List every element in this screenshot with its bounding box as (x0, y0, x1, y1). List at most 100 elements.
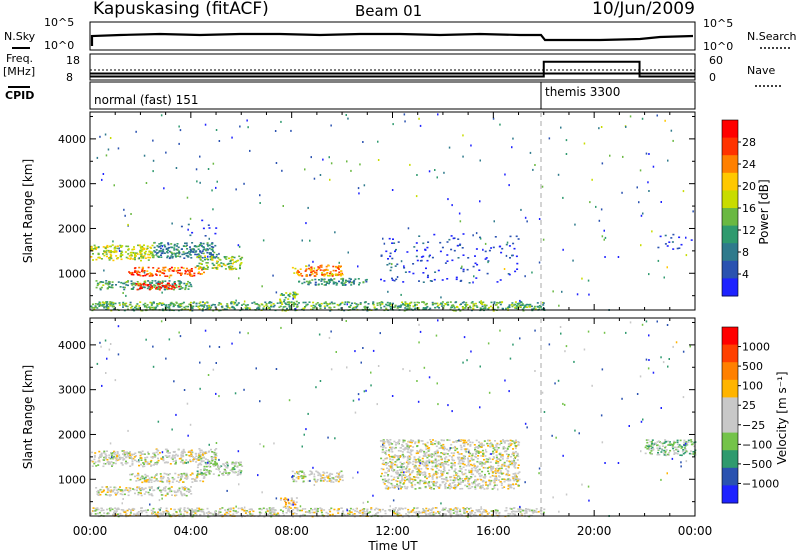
power-cell (151, 280, 154, 282)
velocity-cell (388, 468, 391, 471)
velocity-cell (115, 459, 118, 462)
power-cell (340, 270, 343, 272)
velocity-cell (432, 484, 435, 487)
velocity-cell (491, 468, 494, 470)
power-cell (337, 265, 340, 267)
power-cell (142, 255, 145, 258)
power-cell (235, 304, 238, 307)
velocity-cell (471, 469, 474, 472)
velocity-cell (336, 472, 338, 474)
power-cell (402, 303, 405, 306)
velocity-cell (293, 479, 296, 481)
velocity-cell (330, 481, 333, 483)
velocity-cell (307, 480, 310, 482)
velocity-cell (336, 509, 339, 512)
velocity-cell (142, 465, 144, 468)
velocity-cell (509, 478, 512, 481)
power-cell (140, 287, 143, 289)
power-cell (514, 301, 517, 303)
velocity-cell (291, 498, 293, 501)
velocity-cell (330, 477, 333, 479)
velocity-cell (305, 511, 308, 513)
power-cell (339, 273, 342, 275)
velocity-cell (485, 510, 488, 513)
velocity-cell (429, 439, 432, 441)
velocity-cell (483, 440, 486, 442)
velocity-cell (176, 489, 179, 491)
velocity-cell (511, 453, 514, 455)
velocity-cell (462, 507, 465, 509)
power-scatter-cell (667, 159, 669, 162)
velocity-cell (493, 478, 496, 481)
power-cell (412, 263, 415, 265)
velocity-cell (455, 513, 458, 516)
velocity-cell (155, 474, 158, 476)
velocity-cell (204, 452, 207, 454)
power-scatter-cell (588, 293, 590, 296)
velocity-cell (323, 509, 326, 511)
power-cell (130, 282, 133, 285)
velocity-cell (125, 456, 128, 459)
power-cell (185, 245, 188, 248)
velocity-cell (394, 446, 397, 449)
power-cell (203, 271, 205, 274)
velocity-cell (269, 512, 272, 514)
power-cell (328, 282, 330, 285)
velocity-cell (483, 509, 486, 511)
power-cell (162, 269, 165, 272)
velocity-cell (217, 466, 220, 468)
velocity-cell (509, 507, 512, 510)
velocity-cell (113, 488, 116, 491)
power-cell (337, 273, 340, 276)
velocity-cell (179, 507, 182, 510)
velocity-cell (406, 457, 409, 459)
power-cell (106, 244, 109, 247)
power-scatter-cell (434, 169, 436, 171)
power-scatter-cell (117, 147, 120, 150)
velocity-cell (423, 480, 426, 482)
power-scatter-cell (216, 180, 218, 183)
power-cell (320, 264, 323, 267)
velocity-cell (99, 493, 102, 496)
velocity-cell (220, 465, 223, 467)
velocity-cell (163, 472, 166, 475)
velocity-cell (475, 439, 478, 442)
cpid-mode-2: themis 3300 (545, 85, 620, 99)
power-scatter-cell (538, 261, 541, 264)
power-scatter-cell (587, 279, 590, 282)
velocity-cell (186, 475, 189, 478)
velocity-cell (442, 507, 445, 510)
power-cell (303, 278, 306, 281)
velocity-cell (493, 485, 496, 487)
power-cell (350, 281, 353, 284)
power-cell (336, 282, 339, 285)
velocity-cell (131, 460, 134, 462)
power-cell (105, 302, 108, 305)
power-scatter-cell (246, 119, 248, 122)
power-cell (169, 274, 172, 277)
velocity-cell (96, 490, 99, 493)
power-cell (280, 301, 283, 303)
velocity-cell (268, 507, 271, 509)
power-cell (167, 268, 170, 271)
velocity-cell (346, 513, 349, 516)
velocity-cell (301, 508, 304, 510)
velocity-cell (417, 439, 420, 441)
power-cell (193, 301, 196, 303)
velocity-cell (182, 513, 185, 515)
velocity-cell (241, 508, 244, 511)
power-cell (109, 256, 112, 259)
velocity-cell (512, 454, 515, 457)
power-cell (155, 282, 158, 284)
velocity-cell (404, 474, 407, 477)
power-cell (329, 279, 332, 282)
velocity-cell (431, 443, 434, 446)
velocity-cell (432, 439, 434, 441)
power-cell (328, 281, 331, 283)
velocity-cell (417, 469, 420, 471)
velocity-cell (401, 451, 404, 453)
power-cell (452, 304, 455, 306)
velocity-cell (319, 474, 322, 476)
power-scatter-cell (462, 134, 464, 137)
velocity-cell (436, 465, 439, 467)
